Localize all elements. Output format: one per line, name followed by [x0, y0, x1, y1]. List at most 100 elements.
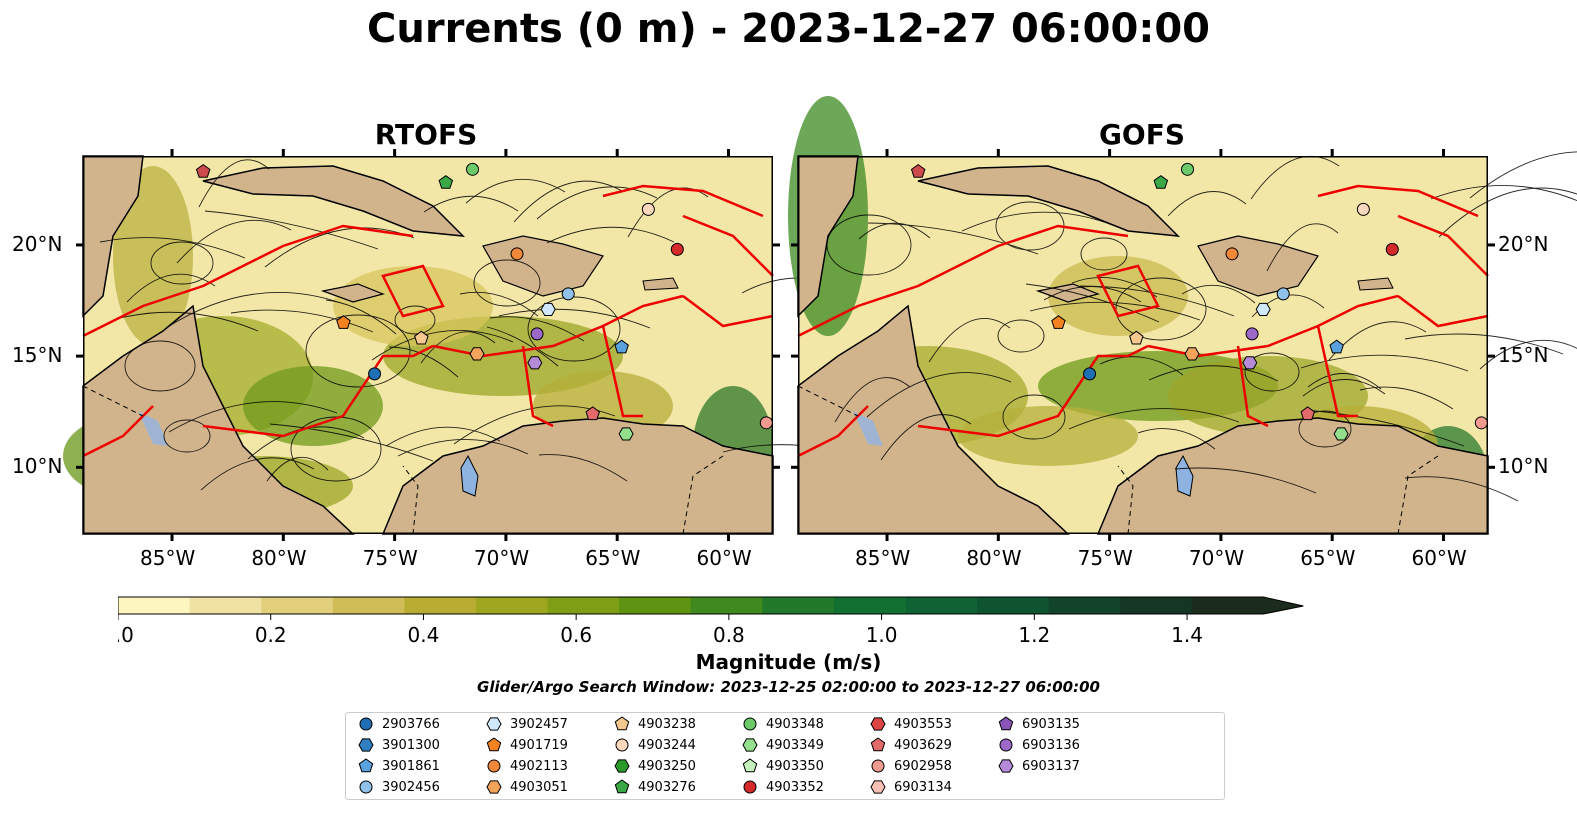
colorbar-segment: [977, 597, 1050, 614]
colorbar-segment: [1120, 597, 1193, 614]
lon-tick-label: 75°W: [362, 546, 418, 570]
legend-marker: [743, 780, 757, 794]
legend-marker-icon: [999, 738, 1013, 752]
float-marker-4902113: [1225, 247, 1239, 261]
lon-tick-label: 60°W: [696, 546, 752, 570]
legend-marker: [870, 717, 886, 731]
legend-marker: [614, 716, 630, 731]
legend-label: 4903350: [766, 758, 824, 774]
float-marker-4903051: [1184, 347, 1200, 361]
legend-label: 4903349: [766, 737, 824, 753]
float-marker-6903135: [195, 163, 211, 178]
legend-marker: [486, 737, 502, 752]
search-window-text: Glider/Argo Search Window: 2023-12-25 02…: [477, 678, 1100, 696]
legend-label: 6903134: [894, 779, 952, 795]
legend-label: 4903051: [510, 779, 568, 795]
legend-entry: 4903352: [742, 779, 824, 795]
legend-marker-icon: [871, 759, 885, 773]
legend-marker: [359, 717, 373, 731]
colorbar-tick-label: 0.6: [560, 623, 592, 646]
legend-marker: [870, 780, 886, 794]
legend-entry: 4903350: [742, 758, 824, 774]
colorbar-tick-label: 1.0: [866, 623, 898, 646]
float-marker-4903051: [469, 347, 485, 361]
legend-marker-icon: [614, 759, 630, 773]
legend-label: 6902958: [894, 758, 952, 774]
legend-marker-icon: [486, 780, 502, 794]
legend-marker-icon: [614, 779, 630, 794]
legend-label: 3902457: [510, 716, 568, 732]
legend-label: 4903244: [638, 737, 696, 753]
legend-marker: [487, 759, 501, 773]
legend-label: 4901719: [510, 737, 568, 753]
legend-entry: 4902113: [486, 758, 568, 774]
colorbar-segment: [332, 597, 405, 614]
legend-entry: 4903238: [614, 716, 696, 732]
legend-label: 4903348: [766, 716, 824, 732]
legend-marker-icon: [358, 738, 374, 752]
float-marker-4903244: [641, 202, 655, 216]
float-marker-4903276: [1153, 175, 1169, 189]
lat-tick-label-left: 20°N: [12, 231, 63, 256]
legend-label: 6903137: [1022, 758, 1080, 774]
legend-marker: [742, 738, 758, 752]
float-marker-6903136: [1245, 327, 1259, 341]
float-marker-4903276: [438, 175, 454, 189]
lon-tick-label: 80°W: [966, 546, 1022, 570]
colorbar-segment: [118, 597, 191, 614]
lat-tick-label-right: 10°N: [1498, 454, 1549, 479]
legend-entry: 4903629: [870, 737, 952, 753]
float-marker-4901719: [1051, 315, 1066, 329]
legend-marker: [742, 758, 758, 773]
colorbar-tick-label: 0.0: [118, 623, 134, 646]
legend-marker-icon: [743, 717, 757, 731]
float-marker-3902456: [1276, 287, 1290, 301]
legend-marker: [358, 758, 374, 773]
float-marker-2903766: [1083, 367, 1097, 381]
legend-marker-icon: [742, 758, 758, 773]
legend-marker-icon: [742, 738, 758, 752]
legend-marker-icon: [615, 738, 629, 752]
panel-title-rtofs: RTOFS: [374, 118, 478, 151]
figure-title: Currents (0 m) - 2023-12-27 06:00:00: [367, 6, 1210, 52]
legend-marker-icon: [358, 758, 374, 773]
float-marker-4903349: [618, 427, 634, 441]
legend-label: 3901861: [382, 758, 440, 774]
lat-tick-label-right: 20°N: [1498, 231, 1549, 256]
colorbar-label: Magnitude (m/s): [695, 650, 882, 674]
legend-entry: 4903349: [742, 737, 824, 753]
colorbar-segment: [189, 597, 262, 614]
legend-entry: 3901861: [358, 758, 440, 774]
float-marker-4903238: [1129, 330, 1144, 345]
legend-marker-icon: [870, 737, 886, 752]
float-marker-6903135: [910, 163, 926, 178]
lon-tick-label: 70°W: [1188, 546, 1245, 570]
legend-label: 4903629: [894, 737, 952, 753]
legend-entry: 6902958: [870, 758, 952, 774]
float-marker-3901861: [1329, 339, 1344, 354]
float-marker-4903629: [1300, 406, 1315, 421]
float-marker-3902457: [540, 302, 556, 316]
legend-entry: 6903134: [870, 779, 952, 795]
colorbar-segment: [1191, 597, 1264, 614]
legend-entry: 4903553: [870, 716, 952, 732]
float-marker-4903352: [670, 242, 684, 256]
colorbar-segment: [475, 597, 548, 614]
colorbar-segment: [690, 597, 763, 614]
legend-marker-icon: [486, 717, 502, 731]
legend-label: 3901300: [382, 737, 440, 753]
legend-marker: [871, 759, 885, 773]
legend-marker: [486, 780, 502, 794]
legend-label: 4903238: [638, 716, 696, 732]
legend-marker: [359, 780, 373, 794]
legend-marker: [998, 716, 1014, 731]
legend-entry: 3901300: [358, 737, 440, 753]
float-marker-4903348: [466, 162, 480, 176]
colorbar-segment: [1048, 597, 1121, 614]
float-marker-4902113: [510, 247, 524, 261]
colorbar-tick-label: 0.2: [255, 623, 287, 646]
panel-title-gofs: GOFS: [1098, 118, 1186, 151]
colorbar-segment: [404, 597, 477, 614]
colorbar-tick-label: 1.2: [1018, 623, 1050, 646]
legend-label: 4903276: [638, 779, 696, 795]
